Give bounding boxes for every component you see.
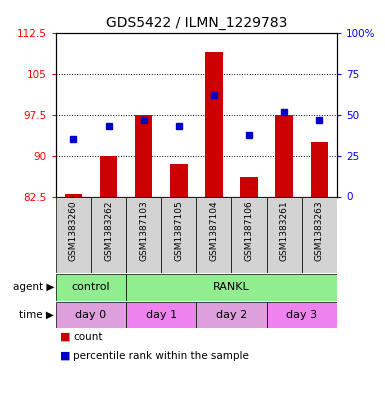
Bar bbox=[196, 302, 266, 328]
Text: GSM1383263: GSM1383263 bbox=[315, 200, 324, 261]
Text: count: count bbox=[73, 332, 103, 342]
Bar bbox=[240, 178, 258, 196]
Text: control: control bbox=[72, 283, 110, 292]
Text: GSM1387106: GSM1387106 bbox=[244, 200, 254, 261]
Text: day 1: day 1 bbox=[146, 310, 177, 320]
Text: ■: ■ bbox=[60, 332, 70, 342]
Bar bbox=[126, 196, 161, 273]
Bar bbox=[56, 302, 126, 328]
Text: agent ▶: agent ▶ bbox=[13, 283, 54, 292]
Text: RANKL: RANKL bbox=[213, 283, 250, 292]
Text: day 3: day 3 bbox=[286, 310, 317, 320]
Bar bbox=[266, 302, 337, 328]
Bar bbox=[91, 196, 126, 273]
Bar bbox=[56, 274, 126, 301]
Text: GSM1383261: GSM1383261 bbox=[280, 200, 289, 261]
Text: GSM1387103: GSM1387103 bbox=[139, 200, 148, 261]
Bar bbox=[65, 194, 82, 196]
Text: ■: ■ bbox=[60, 351, 70, 361]
Text: time ▶: time ▶ bbox=[19, 310, 54, 320]
Bar bbox=[196, 196, 231, 273]
Title: GDS5422 / ILMN_1229783: GDS5422 / ILMN_1229783 bbox=[105, 16, 287, 29]
Bar bbox=[275, 115, 293, 196]
Text: GSM1383262: GSM1383262 bbox=[104, 200, 113, 261]
Bar bbox=[302, 196, 337, 273]
Bar bbox=[126, 302, 196, 328]
Text: GSM1387104: GSM1387104 bbox=[209, 200, 218, 261]
Bar bbox=[161, 196, 196, 273]
Bar bbox=[170, 164, 187, 196]
Text: percentile rank within the sample: percentile rank within the sample bbox=[73, 351, 249, 361]
Bar bbox=[311, 142, 328, 196]
Text: GSM1383260: GSM1383260 bbox=[69, 200, 78, 261]
Bar bbox=[126, 274, 337, 301]
Text: day 0: day 0 bbox=[75, 310, 107, 320]
Bar bbox=[100, 156, 117, 196]
Bar bbox=[56, 196, 91, 273]
Text: day 2: day 2 bbox=[216, 310, 247, 320]
Bar bbox=[205, 52, 223, 196]
Bar bbox=[231, 196, 266, 273]
Text: GSM1387105: GSM1387105 bbox=[174, 200, 183, 261]
Bar bbox=[266, 196, 302, 273]
Bar bbox=[135, 115, 152, 196]
